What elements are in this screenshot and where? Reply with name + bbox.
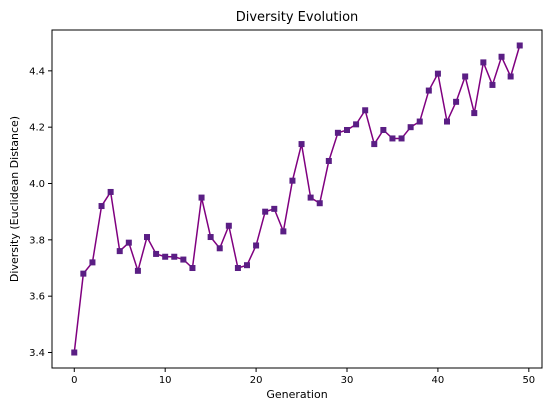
- data-point-marker: [416, 118, 423, 125]
- y-axis-ticks: 3.4 3.6 3.8 4.0 4.2 4.4: [29, 66, 52, 359]
- y-tick-label: 4.4: [29, 66, 45, 77]
- plot-area-frame: [51, 29, 543, 369]
- data-point-marker: [225, 222, 232, 229]
- data-point-marker: [262, 208, 269, 215]
- data-point-marker: [98, 203, 105, 210]
- y-tick-label: 4.2: [29, 123, 45, 134]
- x-tick-label: 40: [432, 375, 445, 386]
- data-point-marker: [489, 81, 496, 88]
- x-axis-label: Generation: [266, 388, 327, 401]
- data-point-marker: [434, 70, 441, 77]
- data-point-marker: [180, 256, 187, 263]
- data-point-marker: [389, 135, 396, 142]
- data-point-marker: [189, 265, 196, 272]
- y-axis-label: Diversity (Euclidean Distance): [8, 116, 21, 282]
- data-point-marker: [153, 250, 160, 257]
- data-point-marker: [516, 42, 523, 49]
- data-point-marker: [380, 126, 387, 133]
- data-point-marker: [298, 141, 305, 148]
- x-tick-label: 50: [522, 375, 535, 386]
- y-tick-label: 3.8: [29, 235, 45, 246]
- data-point-marker: [471, 110, 478, 117]
- data-point-marker: [398, 135, 405, 142]
- data-point-marker: [325, 157, 332, 164]
- y-tick-label: 3.4: [29, 348, 45, 359]
- data-point-marker: [280, 228, 287, 235]
- data-point-marker: [116, 248, 123, 255]
- data-point-marker: [207, 234, 214, 241]
- x-axis-ticks: 0 10 20 30 40 50: [71, 368, 535, 386]
- data-point-marker: [498, 53, 505, 60]
- data-point-marker: [162, 253, 169, 260]
- data-point-marker: [89, 259, 96, 266]
- data-point-marker: [134, 267, 141, 274]
- data-point-marker: [316, 200, 323, 207]
- data-point-marker: [407, 124, 414, 131]
- y-tick-label: 4.0: [29, 179, 45, 190]
- data-point-marker: [353, 121, 360, 128]
- x-tick-label: 30: [341, 375, 354, 386]
- data-point-marker: [425, 87, 432, 94]
- data-point-marker: [71, 349, 78, 356]
- data-point-marker: [344, 126, 350, 133]
- data-point-marker: [107, 188, 114, 195]
- data-point-marker: [198, 194, 205, 201]
- data-point-marker: [362, 107, 369, 114]
- data-point-marker: [125, 239, 132, 246]
- data-point-marker: [453, 98, 460, 105]
- series-layer: [71, 42, 523, 356]
- series-line: [73, 45, 521, 353]
- data-point-marker: [244, 262, 250, 269]
- data-point-marker: [216, 245, 223, 252]
- data-point-marker: [444, 118, 450, 125]
- data-point-marker: [271, 205, 278, 212]
- x-tick-label: 10: [159, 375, 172, 386]
- x-tick-label: 20: [250, 375, 263, 386]
- data-point-marker: [234, 265, 241, 272]
- data-point-marker: [507, 73, 514, 80]
- x-tick-label: 0: [71, 375, 77, 386]
- data-point-marker: [462, 73, 469, 80]
- data-point-marker: [371, 141, 378, 148]
- data-point-marker: [144, 234, 150, 241]
- data-point-marker: [171, 253, 178, 260]
- data-point-marker: [480, 59, 487, 66]
- chart-title: Diversity Evolution: [236, 10, 359, 25]
- data-point-marker: [334, 129, 341, 136]
- y-tick-label: 3.6: [29, 292, 45, 303]
- data-point-marker: [80, 270, 87, 277]
- data-point-marker: [289, 177, 296, 184]
- data-point-marker: [307, 194, 314, 201]
- data-point-marker: [253, 242, 260, 249]
